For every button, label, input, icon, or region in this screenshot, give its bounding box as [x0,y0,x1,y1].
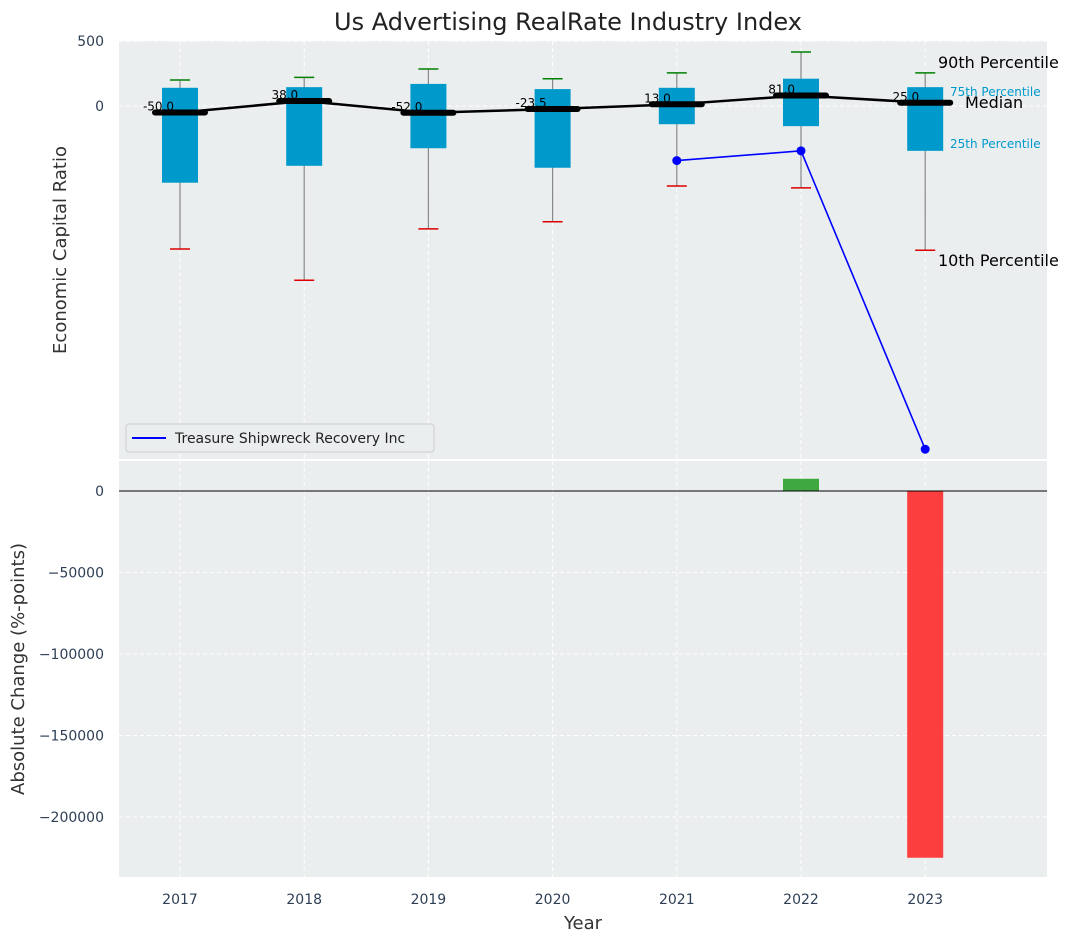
x-ticks: 2017 2018 2019 2020 2021 2022 2023 [162,892,943,908]
iqr-box-2020 [534,89,571,168]
x-tick-label-2020: 2020 [535,892,571,908]
top-plot-background [119,41,1047,459]
bottom-y-axis-label: Absolute Change (%-points) [8,543,29,795]
bottom-y-tick-label: −200000 [39,810,104,826]
company-point-2023 [920,444,930,454]
legend: Treasure Shipwreck Recovery Inc [125,423,435,453]
median-label-2018: 38.0 [271,88,298,102]
p10-annotation: 10th Percentile [938,251,1059,270]
median-label-2022: 81.0 [768,82,795,96]
median-label-2021: 13.0 [644,91,671,105]
x-axis-label: Year [563,913,603,934]
p25-annotation: 25th Percentile [950,137,1041,151]
change-bar-2023 [907,491,944,858]
company-point-2022 [796,146,806,156]
bottom-y-tick-label: −50000 [48,566,104,582]
top-grid [119,40,1047,459]
x-tick-label-2017: 2017 [162,892,198,908]
iqr-box-2017 [162,87,198,183]
top-y-tick-label: 500 [77,34,104,50]
iqr-box-2019 [410,83,447,149]
x-tick-label-2019: 2019 [411,892,447,908]
top-boxes: -50.038.0-52.0 -23.5 13.081.025.0 [143,51,954,454]
top-panel: -50.038.0-52.0 -23.5 13.081.025.0 5000 Eco… [50,34,1059,459]
bottom-y-tick-label: −150000 [39,729,104,745]
company-point-2021 [672,156,682,166]
median-label-2020: -23.5 [516,96,547,110]
x-tick-label-2018: 2018 [286,892,322,908]
percentile-annotations: 90th Percentile 75th Percentile Median 2… [938,53,1059,270]
p75-annotation: 75th Percentile [950,85,1041,99]
legend-box [125,423,435,453]
chart-title: Us Advertising RealRate Industry Index [334,8,802,36]
bottom-bars [783,478,944,858]
median-line [179,94,926,115]
p90-annotation: 90th Percentile [938,53,1059,72]
median-label-2017: -50.0 [143,100,174,114]
legend-label: Treasure Shipwreck Recovery Inc [174,431,405,447]
bottom-y-ticks: 0 −50000 −100000 −150000 −200000 [39,484,104,826]
bottom-plot-background [119,461,1047,877]
bottom-y-tick-label: 0 [95,484,104,500]
top-y-tick-label: 0 [95,99,104,115]
change-bar-2022 [783,478,819,491]
x-tick-label-2021: 2021 [659,892,695,908]
x-tick-label-2022: 2022 [783,892,819,908]
bottom-panel: 0−50000−100000−150000−200000 2017 2018 201… [8,461,1047,934]
box-2017: -50.0 [143,79,208,250]
bottom-y-tick-label: −100000 [39,647,104,663]
x-tick-label-2023: 2023 [907,892,943,908]
top-y-axis-label: Economic Capital Ratio [50,146,71,354]
top-y-ticks: 500 0 [77,34,104,115]
iqr-box-2023 [907,87,944,151]
median-annotation: Median [965,93,1023,112]
iqr-box-2022 [783,78,819,127]
